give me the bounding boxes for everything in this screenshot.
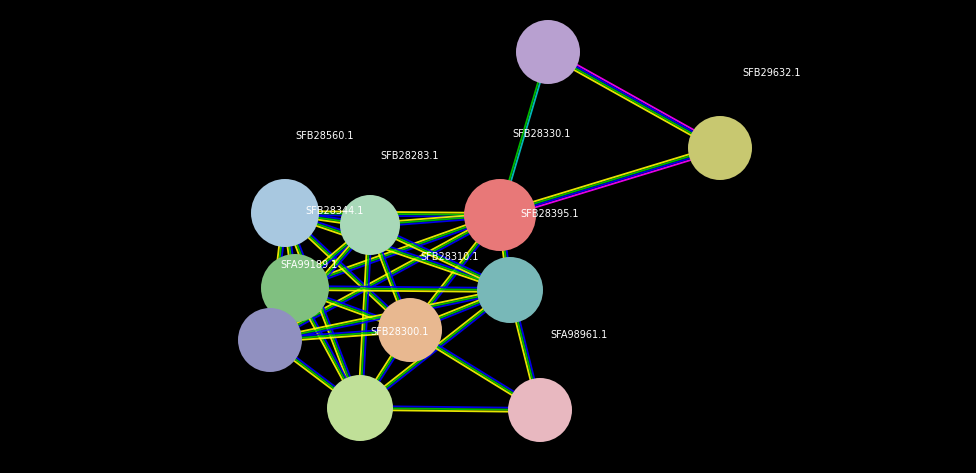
- Text: SFB28283.1: SFB28283.1: [380, 151, 438, 161]
- Text: SFB28560.1: SFB28560.1: [295, 131, 353, 141]
- Text: SFB28344.1: SFB28344.1: [305, 206, 363, 216]
- Text: SFB28300.1: SFB28300.1: [370, 327, 428, 337]
- Circle shape: [238, 308, 302, 372]
- Circle shape: [261, 254, 329, 322]
- Text: SFB28330.1: SFB28330.1: [512, 129, 570, 139]
- Circle shape: [477, 257, 543, 323]
- Circle shape: [327, 375, 393, 441]
- Circle shape: [340, 195, 400, 255]
- Text: SFA99189.1: SFA99189.1: [280, 260, 338, 270]
- Circle shape: [688, 116, 752, 180]
- Circle shape: [516, 20, 580, 84]
- Circle shape: [251, 179, 319, 247]
- Text: SFA98961.1: SFA98961.1: [550, 330, 607, 340]
- Text: SFB28310.1: SFB28310.1: [420, 252, 478, 262]
- Text: SFB28395.1: SFB28395.1: [520, 209, 579, 219]
- Text: SFB29632.1: SFB29632.1: [742, 68, 800, 78]
- Circle shape: [508, 378, 572, 442]
- Circle shape: [378, 298, 442, 362]
- Circle shape: [464, 179, 536, 251]
